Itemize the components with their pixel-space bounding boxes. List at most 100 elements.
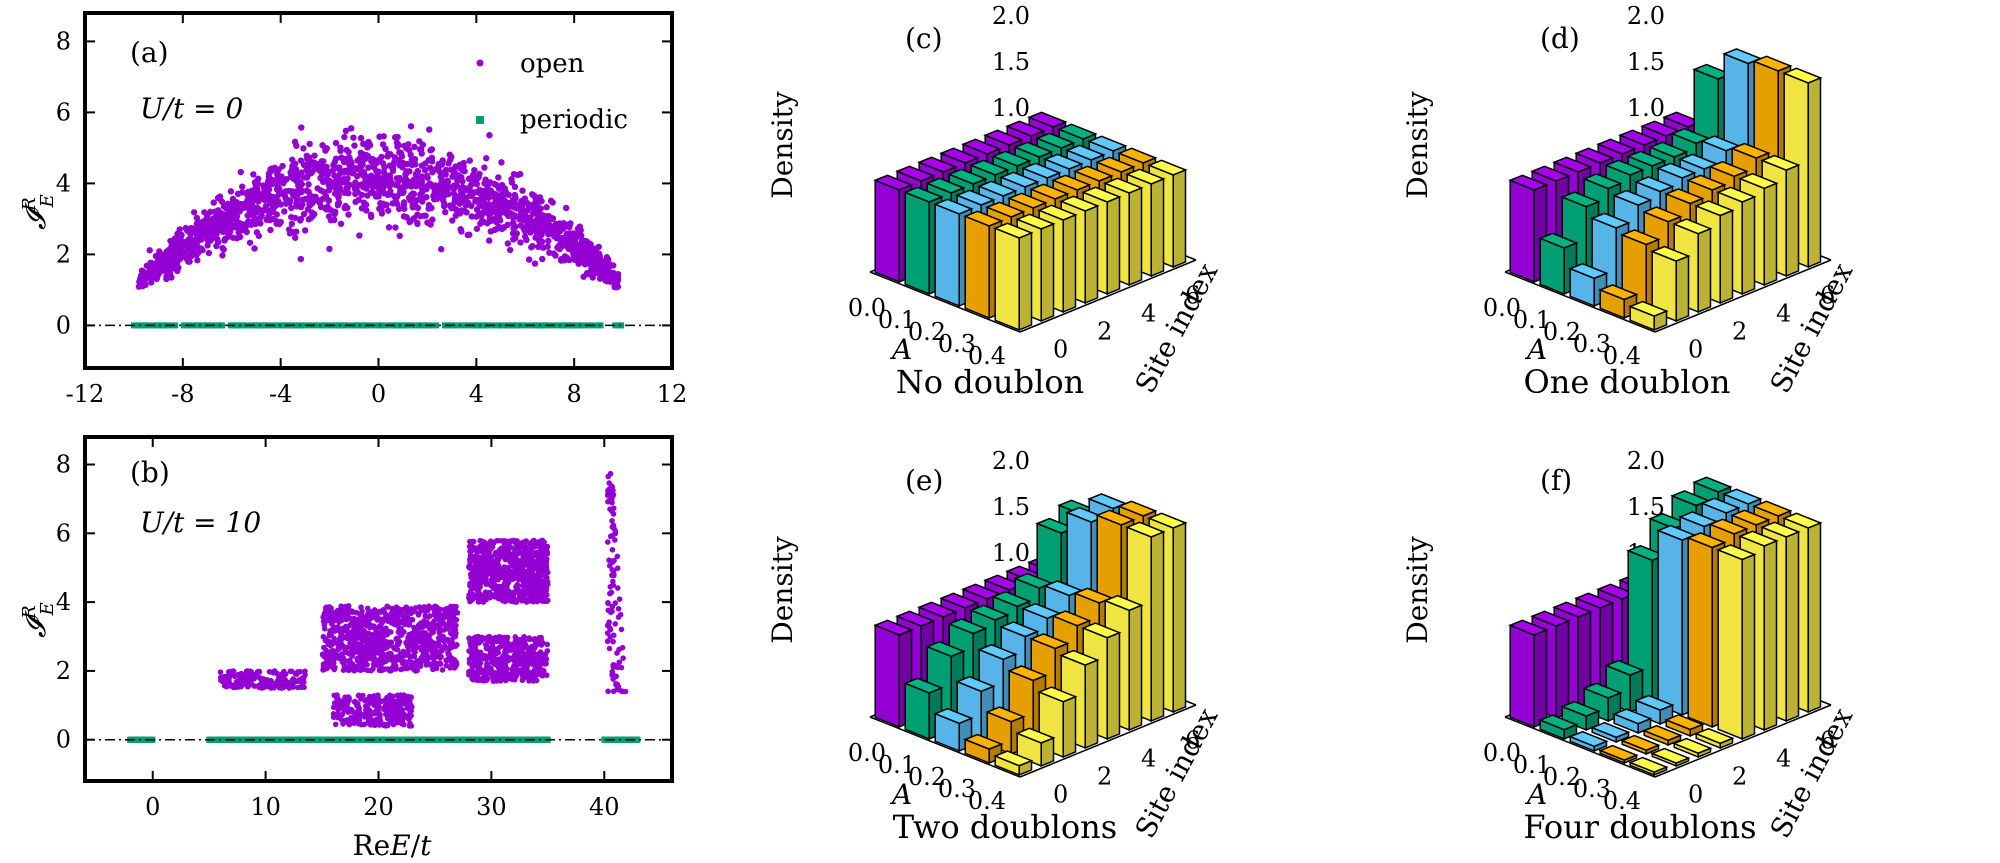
- open-point: [368, 644, 375, 651]
- x-tick-label: -4: [269, 380, 292, 408]
- open-point: [565, 222, 572, 229]
- open-point: [398, 666, 404, 673]
- open-point: [323, 163, 330, 171]
- open-point: [339, 633, 346, 640]
- open-point: [473, 579, 480, 586]
- open-point: [307, 161, 315, 168]
- open-point: [219, 252, 226, 259]
- open-point: [171, 235, 179, 242]
- open-point: [518, 215, 525, 222]
- open-point: [392, 224, 399, 231]
- open-point: [307, 214, 315, 222]
- open-point: [368, 650, 375, 657]
- open-point: [398, 716, 404, 722]
- open-point: [359, 657, 366, 663]
- open-point: [233, 678, 240, 685]
- open-point: [516, 563, 522, 570]
- open-point: [300, 674, 307, 681]
- open-point: [400, 692, 406, 699]
- open-point: [492, 576, 498, 582]
- open-point: [473, 176, 480, 183]
- open-point: [495, 562, 502, 569]
- open-point: [418, 182, 426, 190]
- open-point: [513, 670, 520, 677]
- open-point: [219, 244, 226, 252]
- open-point: [256, 675, 263, 681]
- open-point: [610, 491, 617, 498]
- x-tick-label: 12: [657, 380, 688, 408]
- open-point: [409, 204, 416, 211]
- open-point: [609, 517, 615, 524]
- open-point: [380, 637, 386, 643]
- open-point: [480, 577, 486, 584]
- open-point: [469, 664, 476, 671]
- open-point: [238, 672, 244, 678]
- open-point: [516, 648, 523, 654]
- open-point: [477, 660, 484, 666]
- open-point: [407, 653, 413, 660]
- open-point: [408, 616, 415, 623]
- open-point: [414, 658, 421, 664]
- y-tick-label: 6: [56, 98, 71, 126]
- open-point: [300, 145, 307, 152]
- open-point: [396, 625, 402, 631]
- open-point: [189, 239, 196, 246]
- open-point: [228, 682, 235, 689]
- open-point: [589, 274, 596, 281]
- open-point: [411, 143, 418, 151]
- open-point: [616, 659, 623, 666]
- open-point: [401, 621, 408, 628]
- open-point: [516, 576, 522, 583]
- open-point: [544, 575, 550, 581]
- open-point: [515, 587, 522, 593]
- open-point: [363, 656, 370, 663]
- open-point: [375, 700, 382, 707]
- open-point: [502, 598, 509, 605]
- open-point: [511, 676, 517, 682]
- open-point: [267, 226, 274, 234]
- open-point: [446, 151, 453, 158]
- open-point: [407, 123, 415, 130]
- open-point: [517, 667, 524, 674]
- open-point: [525, 645, 532, 651]
- open-point: [486, 214, 494, 222]
- open-point: [540, 226, 547, 234]
- legend-periodic-marker: [476, 116, 484, 124]
- open-point: [263, 216, 270, 223]
- open-point: [377, 711, 383, 718]
- open-point: [401, 721, 407, 728]
- open-point: [580, 273, 587, 280]
- legend-open-label: open: [520, 49, 585, 79]
- open-point: [317, 203, 325, 211]
- open-point: [429, 216, 436, 223]
- open-point: [484, 185, 491, 192]
- open-point: [386, 716, 393, 723]
- open-point: [500, 571, 506, 577]
- open-point: [366, 640, 372, 647]
- open-point: [448, 630, 455, 637]
- open-point: [426, 164, 434, 172]
- open-point: [383, 723, 389, 729]
- open-point: [306, 202, 314, 209]
- open-point: [394, 692, 401, 699]
- open-point: [246, 239, 254, 246]
- open-point: [292, 234, 299, 241]
- open-point: [615, 605, 622, 612]
- open-point: [414, 211, 421, 218]
- open-point: [358, 191, 366, 199]
- open-point: [300, 210, 308, 218]
- open-point: [337, 147, 344, 155]
- open-point: [592, 245, 599, 252]
- open-point: [320, 158, 327, 165]
- open-point: [528, 594, 534, 601]
- open-point: [329, 626, 336, 632]
- open-point: [268, 683, 274, 690]
- periodic-point: [634, 736, 641, 743]
- open-point: [397, 704, 404, 711]
- open-point: [296, 677, 302, 683]
- panel-b-periodic-points: [127, 736, 641, 743]
- open-point: [305, 181, 312, 188]
- open-point: [463, 209, 470, 216]
- open-point: [454, 610, 461, 616]
- open-point: [480, 209, 488, 216]
